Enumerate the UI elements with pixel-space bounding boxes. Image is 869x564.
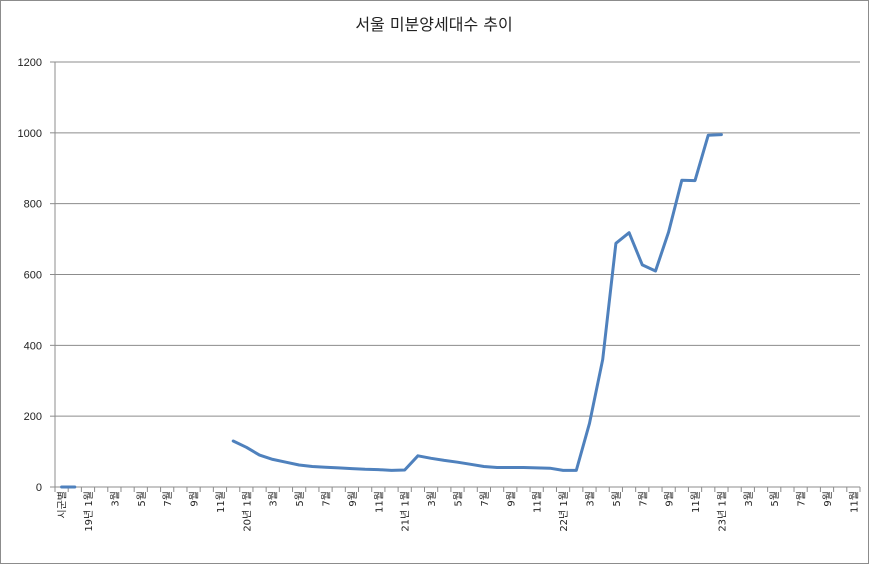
- x-tick-label: 7월: [162, 491, 174, 507]
- x-tick-label: 20년 1월: [241, 491, 253, 532]
- x-tick-label: 11월: [848, 491, 860, 513]
- x-tick-label: 11월: [373, 491, 385, 513]
- y-tick-label: 1200: [18, 57, 42, 69]
- x-tick-label: 3월: [584, 491, 596, 507]
- x-tick-label: 19년 1월: [83, 491, 95, 532]
- y-axis-ticks: 0 200 400 600 800 1000 1200: [18, 57, 55, 494]
- x-tick-label: 22년 1월: [558, 491, 570, 532]
- y-tick-label: 1000: [18, 128, 42, 140]
- x-tick-label: 9월: [664, 491, 676, 507]
- x-tick-label: 시군별: [57, 491, 69, 519]
- series-line: [231, 133, 723, 472]
- x-tick-label: 3월: [109, 491, 121, 507]
- x-tick-label: 7월: [321, 491, 333, 507]
- y-tick-label: 0: [36, 482, 42, 494]
- x-tick-label: 23년 1월: [716, 491, 728, 532]
- y-tick-label: 600: [24, 270, 42, 282]
- x-tick-label: 9월: [347, 491, 359, 507]
- gridlines: [55, 61, 860, 417]
- x-tick-label: 7월: [637, 491, 649, 507]
- y-tick-label: 800: [24, 199, 42, 211]
- x-tick-label: 9월: [822, 491, 834, 507]
- x-tick-label: 5월: [294, 491, 306, 507]
- x-tick-label: 5월: [453, 491, 465, 507]
- y-tick-label: 400: [24, 340, 42, 352]
- x-tick-label: 3월: [268, 491, 280, 507]
- x-tick-label: 7월: [796, 491, 808, 507]
- x-tick-label: 3월: [743, 491, 755, 507]
- chart-title: 서울 미분양세대수 추이: [355, 15, 512, 34]
- series-lines: [60, 133, 723, 489]
- x-tick-label: 9월: [189, 491, 201, 507]
- x-tick-label: 5월: [136, 491, 148, 507]
- x-tick-label: 5월: [769, 491, 781, 507]
- x-tick-label: 11월: [532, 491, 544, 513]
- x-tick-label: 5월: [611, 491, 623, 507]
- x-tick-label: 9월: [505, 491, 517, 507]
- x-axis-ticks: 시군별 19년 1월 3월 5월 7월 9월 11월 20년 1월 3월 5월 7월 9월 11월 21년…: [54, 487, 861, 532]
- x-tick-label: 21년 1월: [400, 491, 412, 532]
- x-tick-label: 11월: [215, 491, 227, 513]
- x-tick-label: 3월: [426, 491, 438, 507]
- y-tick-label: 200: [24, 411, 42, 423]
- x-tick-label: 11월: [690, 491, 702, 513]
- x-tick-label: 7월: [479, 491, 491, 507]
